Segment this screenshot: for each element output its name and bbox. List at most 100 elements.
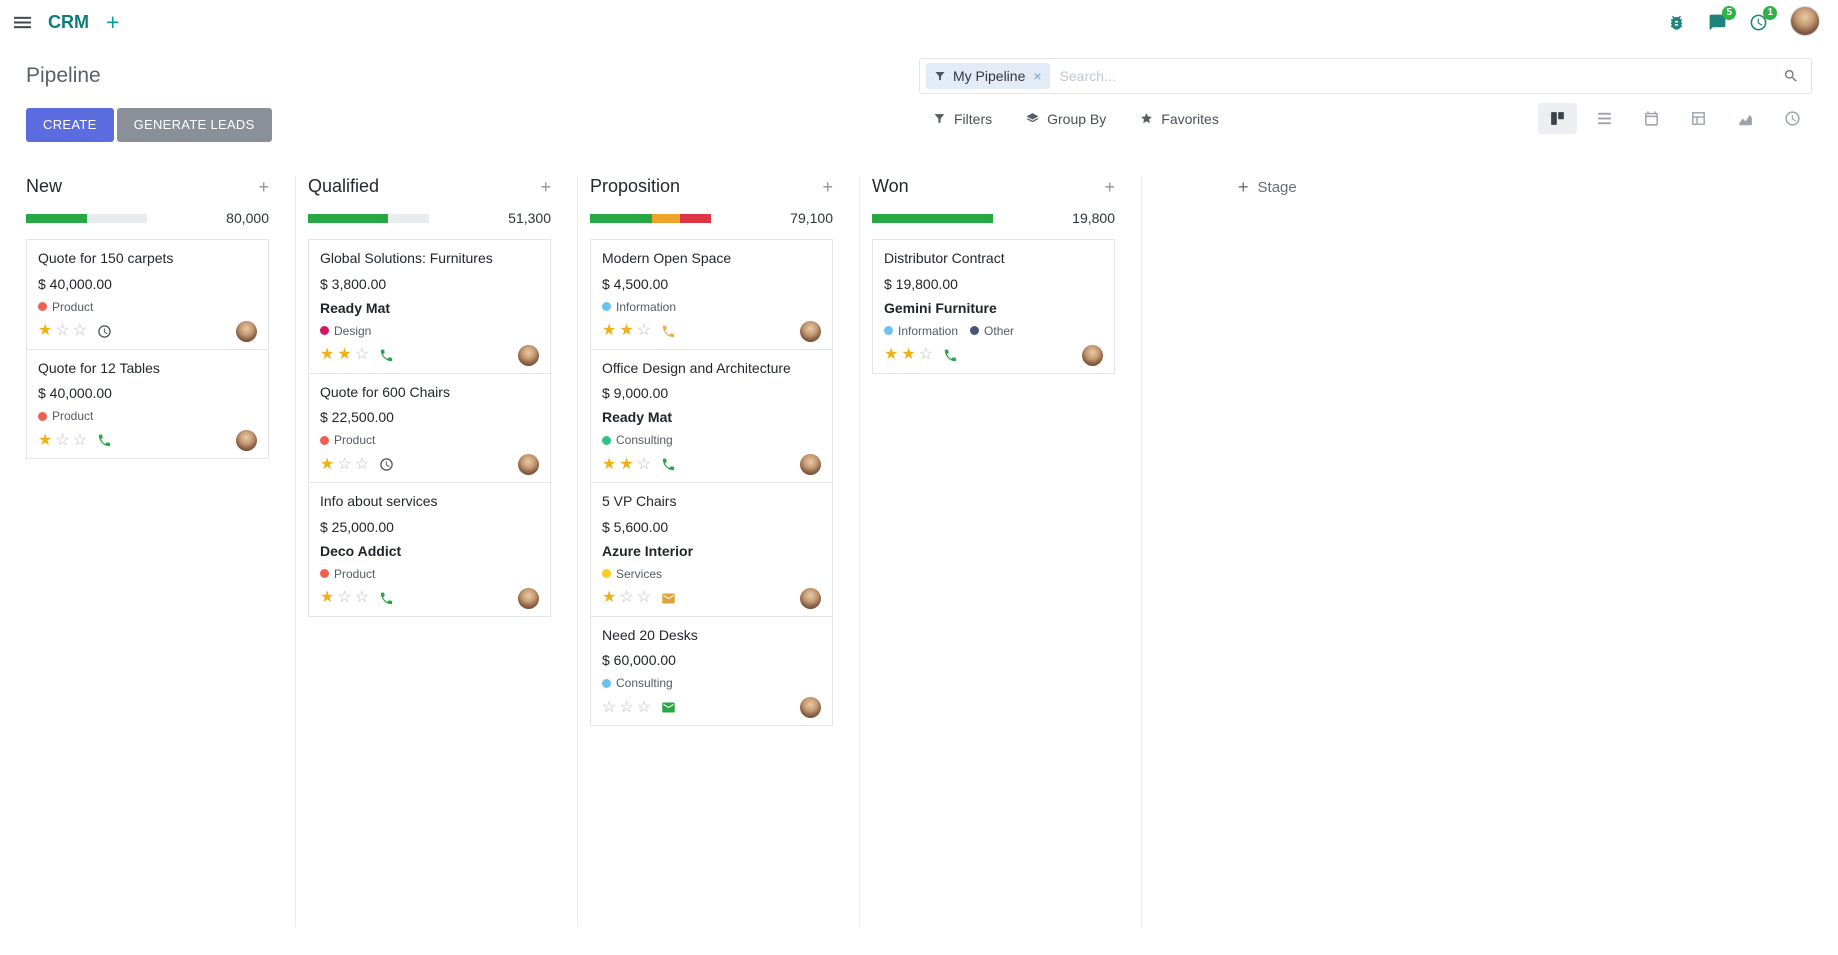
column-title[interactable]: Proposition <box>590 176 681 197</box>
phone-activity-icon[interactable] <box>97 433 112 448</box>
phone-activity-icon[interactable] <box>379 348 394 363</box>
priority-star-icon[interactable]: ★ <box>619 322 634 340</box>
column-quick-add-icon[interactable]: + <box>540 176 551 197</box>
kanban-card[interactable]: Quote for 600 Chairs $ 22,500.00 Product… <box>308 372 551 484</box>
kanban-card[interactable]: Global Solutions: Furnitures $ 3,800.00 … <box>308 239 551 374</box>
view-list-icon[interactable] <box>1585 103 1624 134</box>
view-pivot-icon[interactable] <box>1679 103 1718 134</box>
view-graph-icon[interactable] <box>1726 103 1765 134</box>
search-icon[interactable] <box>1783 68 1799 84</box>
priority-star-icon[interactable]: ★ <box>619 455 634 473</box>
search-bar[interactable]: My Pipeline × <box>919 58 1812 94</box>
priority-star-icon[interactable]: ★ <box>320 346 335 364</box>
card-avatar[interactable] <box>518 587 539 609</box>
priority-star-icon[interactable]: ☆ <box>55 431 70 449</box>
column-title[interactable]: New <box>26 176 63 197</box>
messages-icon[interactable]: 5 <box>1708 5 1736 32</box>
filters-button[interactable]: Filters <box>933 111 992 127</box>
card-avatar[interactable] <box>800 454 821 476</box>
card-avatar[interactable] <box>800 587 821 609</box>
progress-segment[interactable] <box>872 213 993 223</box>
activities-clock-icon[interactable]: 1 <box>1749 5 1777 32</box>
phone-activity-icon[interactable] <box>661 457 676 472</box>
priority-star-icon[interactable]: ☆ <box>72 322 88 340</box>
generate-leads-button[interactable]: GENERATE LEADS <box>116 108 272 143</box>
kanban-card[interactable]: Info about services $ 25,000.00 Deco Add… <box>308 482 551 617</box>
card-avatar[interactable] <box>518 454 539 476</box>
phone-activity-icon[interactable] <box>379 591 394 606</box>
progress-segment[interactable] <box>679 213 711 223</box>
envelope-activity-icon[interactable] <box>661 700 676 715</box>
card-avatar[interactable] <box>236 430 257 452</box>
priority-star-icon[interactable]: ☆ <box>636 455 652 473</box>
priority-star-icon[interactable]: ☆ <box>354 455 370 473</box>
add-stage-button[interactable]: + Stage <box>1238 178 1297 196</box>
progress-segment[interactable] <box>590 213 652 223</box>
kanban-card[interactable]: Need 20 Desks $ 60,000.00 Consulting ☆ ☆ ☆ <box>590 615 833 727</box>
column-quick-add-icon[interactable]: + <box>822 176 833 197</box>
card-avatar[interactable] <box>518 344 539 366</box>
priority-star-icon[interactable]: ☆ <box>354 589 370 607</box>
view-kanban-icon[interactable] <box>1538 103 1577 134</box>
priority-star-icon[interactable]: ☆ <box>337 455 352 473</box>
kanban-card[interactable]: Quote for 12 Tables $ 40,000.00 Product … <box>26 348 269 460</box>
card-tag: Information <box>884 324 958 338</box>
kanban-card[interactable]: 5 VP Chairs $ 5,600.00 Azure Interior Se… <box>590 482 833 617</box>
search-facet[interactable]: My Pipeline × <box>926 63 1050 89</box>
priority-star-icon[interactable]: ★ <box>320 455 335 473</box>
progress-segment[interactable] <box>308 213 388 223</box>
kanban-card[interactable]: Quote for 150 carpets $ 40,000.00 Produc… <box>26 239 269 350</box>
kanban-card[interactable]: Modern Open Space $ 4,500.00 Information… <box>590 239 833 350</box>
card-avatar[interactable] <box>1082 344 1103 366</box>
priority-star-icon[interactable]: ★ <box>901 346 916 364</box>
card-avatar[interactable] <box>800 320 821 342</box>
group-by-button[interactable]: Group By <box>1026 111 1106 127</box>
bug-icon[interactable] <box>1667 13 1686 32</box>
clock-activity-icon[interactable] <box>97 324 112 339</box>
column-title[interactable]: Won <box>872 176 909 197</box>
column-quick-add-icon[interactable]: + <box>1104 176 1115 197</box>
phone-activity-icon[interactable] <box>661 324 676 339</box>
priority-star-icon[interactable]: ☆ <box>354 346 370 364</box>
priority-star-icon[interactable]: ☆ <box>636 698 652 716</box>
view-calendar-icon[interactable] <box>1632 103 1671 134</box>
phone-activity-icon[interactable] <box>943 348 958 363</box>
priority-star-icon[interactable]: ☆ <box>619 698 634 716</box>
priority-star-icon[interactable]: ☆ <box>72 431 88 449</box>
kanban-card[interactable]: Distributor Contract $ 19,800.00 Gemini … <box>872 239 1115 374</box>
priority-star-icon[interactable]: ☆ <box>55 322 70 340</box>
priority-star-icon[interactable]: ☆ <box>602 698 617 716</box>
view-activity-icon[interactable] <box>1773 103 1812 134</box>
column-title[interactable]: Qualified <box>308 176 380 197</box>
card-avatar[interactable] <box>236 320 257 342</box>
tag-color-dot <box>602 302 611 312</box>
app-name[interactable]: CRM <box>48 11 89 32</box>
column-quick-add-icon[interactable]: + <box>258 176 269 197</box>
priority-star-icon[interactable]: ☆ <box>636 589 652 607</box>
priority-star-icon[interactable]: ★ <box>602 589 617 607</box>
priority-star-icon[interactable]: ☆ <box>636 322 652 340</box>
priority-star-icon[interactable]: ★ <box>320 589 335 607</box>
user-avatar[interactable] <box>1790 5 1820 39</box>
facet-remove-icon[interactable]: × <box>1033 68 1042 84</box>
card-avatar[interactable] <box>800 697 821 719</box>
search-input[interactable] <box>1049 68 1783 84</box>
favorites-button[interactable]: Favorites <box>1140 111 1219 127</box>
create-button[interactable]: CREATE <box>26 108 114 143</box>
kanban-card[interactable]: Office Design and Architecture $ 9,000.0… <box>590 348 833 484</box>
priority-star-icon[interactable]: ★ <box>602 455 617 473</box>
priority-star-icon[interactable]: ★ <box>602 322 617 340</box>
progress-segment[interactable] <box>651 213 680 223</box>
priority-star-icon[interactable]: ☆ <box>918 346 934 364</box>
clock-activity-icon[interactable] <box>379 457 394 472</box>
navbar-plus-icon[interactable]: + <box>106 8 120 35</box>
envelope-activity-icon[interactable] <box>661 591 676 606</box>
priority-star-icon[interactable]: ★ <box>38 322 53 340</box>
priority-star-icon[interactable]: ★ <box>884 346 899 364</box>
priority-star-icon[interactable]: ☆ <box>619 589 634 607</box>
progress-segment[interactable] <box>26 213 87 223</box>
apps-menu-icon[interactable] <box>14 14 31 31</box>
priority-star-icon[interactable]: ★ <box>337 346 352 364</box>
priority-star-icon[interactable]: ★ <box>38 431 53 449</box>
priority-star-icon[interactable]: ☆ <box>337 589 352 607</box>
